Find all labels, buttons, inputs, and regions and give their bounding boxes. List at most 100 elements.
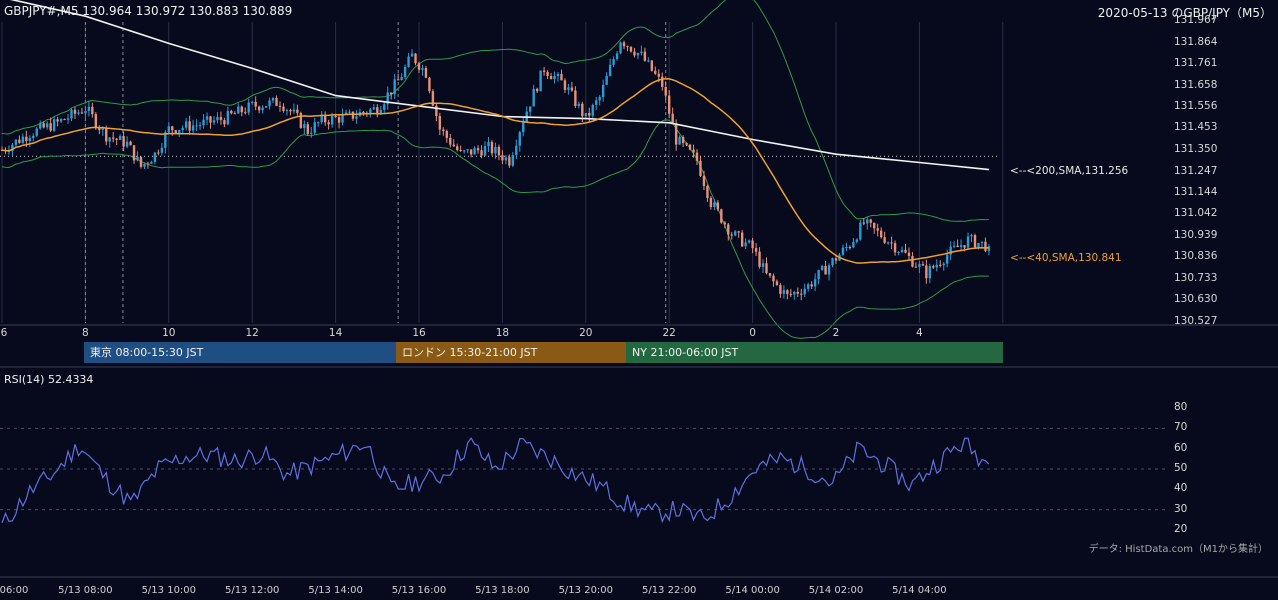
- candle-body: [918, 264, 921, 267]
- candle-body: [522, 121, 525, 133]
- rsi-line: [1, 437, 990, 524]
- candle-body: [980, 241, 984, 243]
- candle-body: [32, 135, 35, 139]
- chart-title-right: 2020-05-13 のGBP/JPY（M5）: [1097, 6, 1272, 20]
- candle-body: [396, 79, 400, 81]
- candle-body: [303, 124, 306, 128]
- candle-body: [348, 111, 351, 113]
- price-tick-label: 130.630: [1174, 293, 1218, 306]
- candle-body: [98, 127, 101, 130]
- candle-body: [386, 92, 389, 105]
- candle-body: [191, 125, 195, 131]
- candle-body: [188, 121, 191, 131]
- candle-body: [643, 51, 647, 61]
- time-tick-label: 20: [579, 327, 593, 339]
- candle-body: [685, 142, 688, 145]
- session-london: ロンドン 15:30-21:00 JST: [396, 342, 626, 363]
- candle-body: [661, 76, 664, 87]
- candle-body: [904, 249, 907, 253]
- candle-body: [674, 123, 678, 145]
- candle-body: [87, 106, 91, 112]
- candle-body: [480, 150, 483, 156]
- candle-body: [150, 161, 153, 164]
- candle-body: [595, 100, 598, 105]
- candle-body: [299, 113, 303, 128]
- candle-body: [852, 241, 855, 248]
- candle-body: [445, 131, 448, 138]
- candle-body: [973, 235, 977, 248]
- rsi-time-tick-label: 5/13 18:00: [475, 585, 530, 596]
- main-vertical-gridlines: [1, 22, 1004, 323]
- data-source-note: データ: HistData.com（M1から集計）: [1088, 544, 1268, 555]
- candle-body: [28, 138, 31, 141]
- candle-body: [320, 114, 323, 123]
- candle-body: [174, 130, 177, 134]
- rsi-tick-label: 50: [1174, 462, 1188, 474]
- candle-body: [549, 76, 553, 80]
- candle-body: [535, 88, 539, 92]
- candle-body: [508, 157, 511, 166]
- candle-body: [268, 100, 271, 107]
- candle-body: [202, 119, 205, 126]
- sma40-annotation: <--<40,SMA,130.841: [1010, 252, 1122, 264]
- bollinger-bands: [1, 0, 989, 339]
- candle-body: [810, 284, 813, 287]
- candle-body: [654, 70, 657, 74]
- candle-body: [101, 127, 104, 130]
- bollinger-lower: [1, 119, 989, 339]
- candle-body: [713, 202, 716, 207]
- candle-body: [848, 246, 852, 248]
- price-tick-label: 130.527: [1174, 315, 1218, 327]
- candle-body: [278, 105, 282, 107]
- candle-body: [362, 111, 365, 113]
- candle-body: [584, 112, 587, 117]
- candle-body: [240, 106, 243, 113]
- candle-body: [601, 84, 605, 97]
- candle-body: [247, 102, 250, 113]
- candle-body: [866, 219, 869, 224]
- candle-body: [807, 284, 810, 289]
- rsi-time-tick-label: 5/14 04:00: [892, 585, 947, 596]
- candle-body: [84, 111, 87, 114]
- candle-body: [323, 114, 327, 123]
- candle-body: [859, 222, 862, 240]
- candle-body: [351, 111, 355, 119]
- candle-body: [11, 144, 14, 152]
- candle-body: [237, 106, 240, 114]
- candle-body: [494, 146, 497, 154]
- candle-body: [699, 160, 702, 176]
- rsi-tick-label: 70: [1174, 421, 1188, 434]
- candle-body: [264, 106, 268, 108]
- candlesticks: [0, 40, 991, 301]
- candle-body: [921, 264, 925, 266]
- candle-body: [598, 96, 601, 101]
- candle-body: [251, 101, 254, 103]
- candle-body: [431, 91, 435, 106]
- candle-body: [313, 122, 316, 133]
- candle-body: [890, 242, 893, 244]
- price-tick-label: 130.733: [1174, 271, 1218, 284]
- candle-body: [650, 60, 654, 71]
- candle-body: [21, 136, 25, 143]
- candle-body: [417, 63, 421, 70]
- rsi-time-tick-label: 06:00: [0, 585, 29, 596]
- candle-body: [747, 240, 751, 243]
- rsi-time-tick-label: 5/13 14:00: [308, 585, 363, 596]
- candle-body: [7, 151, 11, 153]
- candle-body: [122, 135, 125, 147]
- candle-body: [219, 117, 223, 121]
- candle-body: [949, 246, 952, 255]
- candle-body: [935, 264, 938, 268]
- rsi-time-tick-label: 5/13 08:00: [58, 585, 113, 596]
- candle-body: [893, 243, 897, 253]
- candle-body: [223, 120, 226, 125]
- rsi-path: [1, 437, 990, 524]
- time-tick-label: 2: [832, 327, 840, 339]
- panel-frames: [0, 324, 1278, 578]
- candle-body: [841, 247, 845, 255]
- candle-body: [869, 219, 872, 223]
- candle-body: [876, 228, 879, 231]
- candle-body: [497, 146, 501, 156]
- price-tick-label: 131.658: [1174, 78, 1218, 91]
- candle-body: [664, 86, 667, 96]
